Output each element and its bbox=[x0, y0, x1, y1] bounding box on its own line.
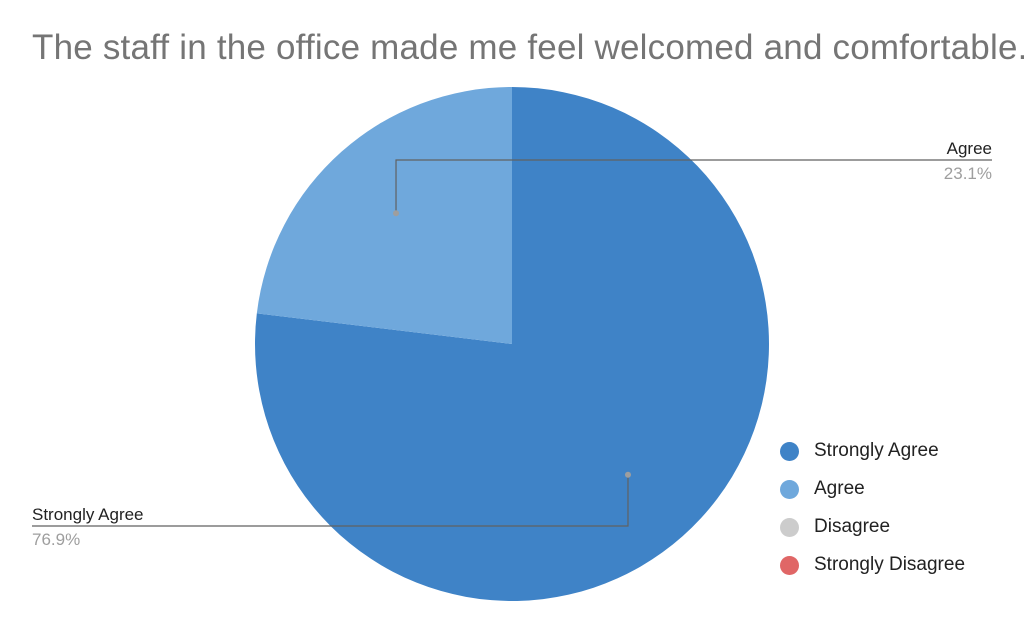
slice-value-strongly-agree: 76.9% bbox=[32, 530, 80, 549]
callout-leader-line bbox=[395, 159, 992, 214]
legend-label: Strongly Disagree bbox=[814, 554, 966, 575]
pie-slice-agree[interactable] bbox=[256, 87, 512, 344]
slice-label-strongly-agree: Strongly Agree bbox=[32, 505, 144, 524]
legend-swatch bbox=[780, 555, 799, 575]
callout-leader-line bbox=[32, 474, 629, 527]
legend-item-agree[interactable]: Agree bbox=[780, 470, 965, 508]
legend-swatch bbox=[780, 441, 799, 461]
callout-anchor-dot bbox=[624, 471, 631, 478]
chart-title: The staff in the office made me feel wel… bbox=[32, 28, 1024, 67]
legend-item-strongly-disagree[interactable]: Strongly Disagree bbox=[780, 546, 965, 584]
legend-label: Strongly Agree bbox=[814, 440, 939, 461]
legend-label: Disagree bbox=[814, 516, 891, 537]
legend-item-strongly-agree[interactable]: Strongly Agree bbox=[780, 432, 965, 470]
legend-label: Agree bbox=[814, 478, 865, 499]
slice-value-agree: 23.1% bbox=[944, 164, 992, 183]
chart-legend: Strongly Agree Agree Disagree Strongly D… bbox=[780, 432, 965, 584]
legend-swatch bbox=[780, 517, 799, 537]
slice-label-agree: Agree bbox=[947, 139, 992, 158]
callout-anchor-dot bbox=[393, 210, 400, 217]
legend-swatch bbox=[780, 479, 799, 499]
legend-item-disagree[interactable]: Disagree bbox=[780, 508, 965, 546]
